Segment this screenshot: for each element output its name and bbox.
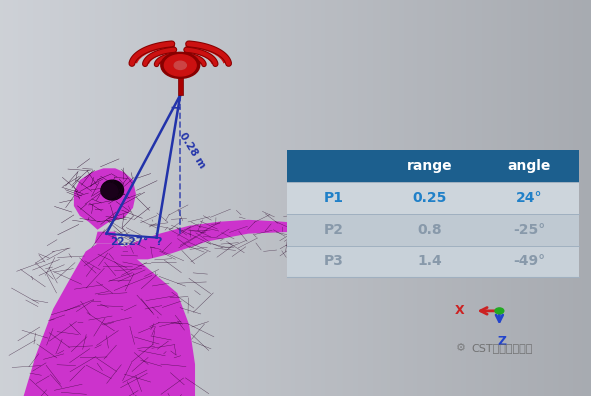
Text: -49°: -49° bbox=[514, 254, 545, 268]
Text: P1: P1 bbox=[323, 191, 343, 205]
Text: 1.4: 1.4 bbox=[418, 254, 442, 268]
Text: 24°: 24° bbox=[516, 191, 543, 205]
Text: ⚙: ⚙ bbox=[456, 343, 466, 354]
Text: Z: Z bbox=[498, 335, 507, 348]
Text: 0.28 m: 0.28 m bbox=[177, 131, 207, 170]
Text: CST仿真专家之路: CST仿真专家之路 bbox=[472, 343, 533, 354]
Text: -25°: -25° bbox=[514, 223, 545, 237]
Text: ?: ? bbox=[155, 236, 161, 247]
Polygon shape bbox=[24, 244, 195, 396]
FancyBboxPatch shape bbox=[287, 246, 579, 277]
Text: angle: angle bbox=[508, 159, 551, 173]
Circle shape bbox=[495, 308, 504, 314]
Circle shape bbox=[161, 52, 200, 78]
Text: range: range bbox=[407, 159, 453, 173]
Text: P2: P2 bbox=[323, 223, 343, 237]
Ellipse shape bbox=[101, 180, 124, 200]
FancyBboxPatch shape bbox=[178, 69, 183, 95]
Text: P3: P3 bbox=[323, 254, 343, 268]
Text: X: X bbox=[454, 304, 464, 316]
Text: 0.25: 0.25 bbox=[413, 191, 447, 205]
Polygon shape bbox=[508, 230, 567, 261]
Circle shape bbox=[174, 61, 186, 69]
Polygon shape bbox=[95, 232, 118, 244]
FancyBboxPatch shape bbox=[287, 150, 579, 182]
Polygon shape bbox=[74, 168, 136, 230]
FancyBboxPatch shape bbox=[287, 214, 579, 246]
FancyBboxPatch shape bbox=[287, 182, 579, 214]
Ellipse shape bbox=[101, 183, 118, 198]
Ellipse shape bbox=[174, 62, 186, 69]
Text: 22.27°: 22.27° bbox=[110, 236, 148, 247]
Polygon shape bbox=[112, 214, 520, 259]
Text: 0.8: 0.8 bbox=[418, 223, 442, 237]
Circle shape bbox=[164, 55, 196, 76]
